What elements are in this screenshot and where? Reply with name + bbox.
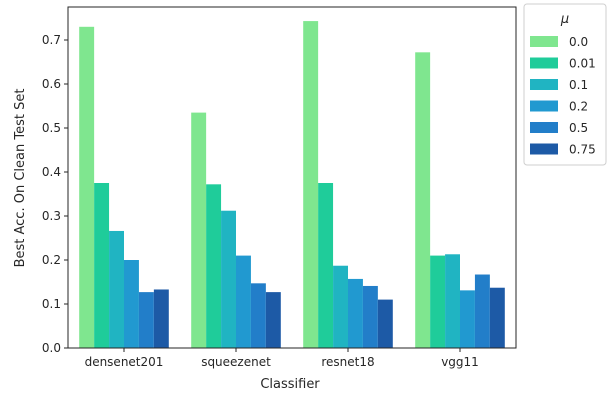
- legend-swatch: [530, 36, 558, 47]
- plot-frame: [67, 6, 517, 349]
- x-tick-label: vgg11: [441, 355, 479, 369]
- y-tick-label: 0.6: [42, 77, 61, 91]
- legend: μ 0.0 0.01 0.1 0.2 0.5 0.75: [523, 3, 607, 166]
- bar: [124, 260, 139, 348]
- y-axis-label: Best Acc. On Clean Test Set: [13, 89, 28, 268]
- bar: [250, 283, 266, 348]
- bar: [153, 289, 169, 348]
- legend-entry-label: 0.75: [569, 143, 596, 157]
- legend-items: 0.0 0.01 0.1 0.2 0.5 0.75: [530, 35, 596, 157]
- bar: [318, 183, 334, 348]
- y-tick-label: 0.1: [42, 297, 61, 311]
- bar: [377, 299, 393, 348]
- bar: [94, 183, 110, 348]
- bar: [191, 112, 207, 348]
- bar: [206, 184, 222, 348]
- y-tick-label: 0.0: [42, 341, 61, 355]
- bar: [265, 292, 281, 348]
- y-tick-label: 0.2: [42, 253, 61, 267]
- bar: [362, 285, 378, 348]
- legend-entry-label: 0.01: [569, 57, 596, 71]
- bar: [109, 230, 124, 348]
- legend-swatch: [530, 122, 558, 133]
- y-tick-label: 0.5: [42, 121, 61, 135]
- bar: [430, 255, 446, 348]
- bar: [445, 254, 460, 348]
- legend-entry-label: 0.2: [569, 100, 588, 114]
- legend-swatch: [530, 57, 558, 69]
- bar: [236, 255, 251, 348]
- legend-title: μ: [560, 12, 569, 27]
- legend-swatch: [530, 143, 558, 155]
- x-tick-label: densenet201: [85, 355, 164, 369]
- legend-entry-label: 0.1: [569, 78, 588, 92]
- legend-entry-label: 0.0: [569, 35, 588, 49]
- y-tick-label: 0.3: [42, 209, 61, 223]
- bar: [460, 290, 475, 348]
- legend-swatch: [530, 79, 558, 90]
- x-axis-label: Classifier: [260, 377, 320, 392]
- bar: [348, 278, 363, 348]
- bars-layer: [79, 21, 505, 349]
- bar: [489, 287, 505, 348]
- bar: [138, 292, 154, 348]
- y-tick-label: 0.7: [42, 33, 61, 47]
- bar: [333, 265, 348, 348]
- bar: [221, 210, 236, 348]
- legend-entry-label: 0.5: [569, 121, 588, 135]
- bar: [79, 26, 95, 349]
- legend-swatch: [530, 100, 558, 112]
- bar: [474, 274, 490, 348]
- bar: [415, 52, 431, 348]
- y-tick-label: 0.4: [42, 165, 61, 179]
- axes-layer: 0.0 0.1 0.2 0.3 0.4 0.5 0.6 0.7 densenet201 squee…: [42, 6, 517, 369]
- x-tick-label: squeezenet: [201, 355, 271, 369]
- x-tick-label: resnet18: [321, 355, 374, 369]
- bar: [303, 21, 319, 349]
